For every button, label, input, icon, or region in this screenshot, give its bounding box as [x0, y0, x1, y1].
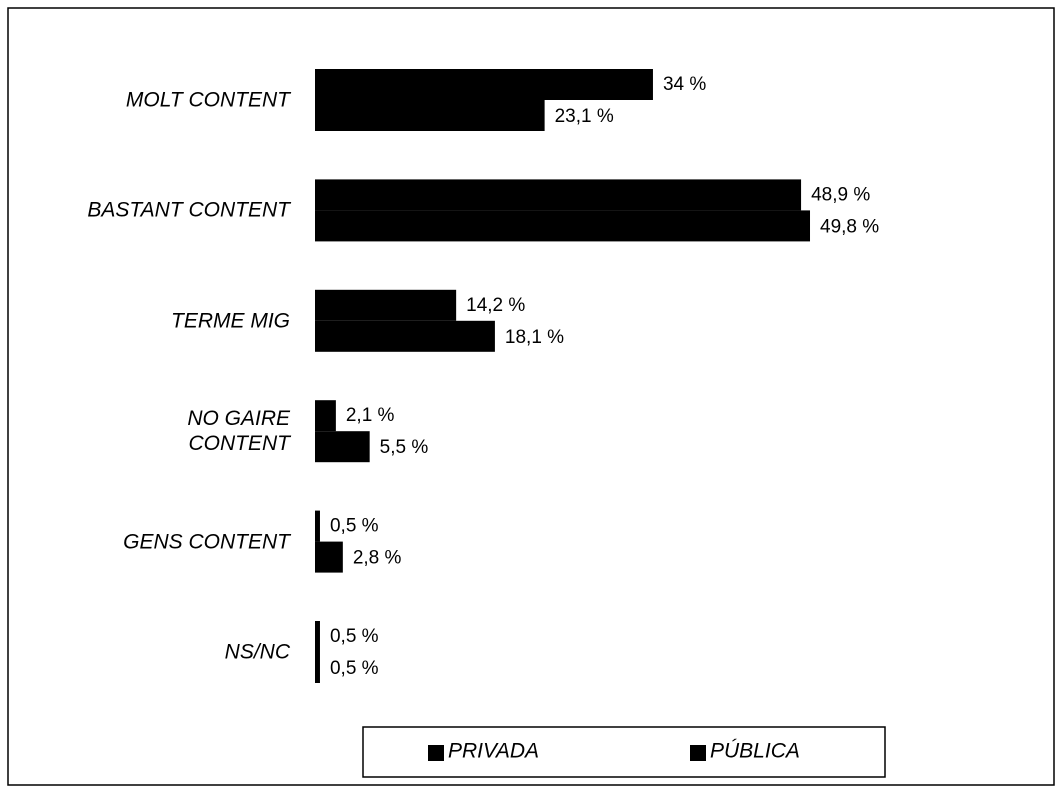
bar — [315, 179, 802, 211]
value-label: 48,9 % — [811, 184, 870, 205]
value-label: 0,5 % — [330, 658, 379, 679]
category-label: NO GAIRE CONTENT — [187, 407, 290, 456]
category-label: TERME MIG — [171, 309, 290, 333]
bar — [315, 289, 457, 321]
category-label: GENS CONTENT — [123, 530, 290, 554]
bar — [315, 69, 653, 100]
category-label: MOLT CONTENT — [125, 88, 290, 112]
value-label: 5,5 % — [380, 437, 429, 458]
legend-swatch — [690, 745, 706, 761]
value-label: 34 % — [663, 74, 706, 95]
value-label: 18,1 % — [505, 327, 564, 348]
bar — [315, 541, 343, 573]
bar — [315, 100, 545, 131]
value-label: 14,2 % — [466, 295, 525, 316]
legend-box — [362, 726, 886, 778]
bar — [315, 621, 320, 652]
bar — [315, 652, 320, 683]
bar — [315, 400, 336, 432]
value-label: 23,1 % — [555, 106, 614, 127]
bar — [315, 320, 495, 352]
bar — [315, 510, 320, 542]
frame — [7, 7, 1055, 786]
bar — [315, 431, 370, 463]
legend-swatch — [428, 745, 444, 761]
value-label: 0,5 % — [330, 626, 379, 647]
category-label: NS/NC — [224, 640, 290, 664]
legend-label: PÚBLICA — [710, 740, 800, 763]
value-label: 49,8 % — [820, 216, 879, 237]
value-label: 2,1 % — [346, 405, 395, 426]
value-label: 2,8 % — [353, 548, 402, 569]
value-label: 0,5 % — [330, 516, 379, 537]
category-label: BASTANT CONTENT — [87, 198, 290, 222]
bar — [315, 210, 811, 242]
legend-label: PRIVADA — [448, 740, 539, 763]
